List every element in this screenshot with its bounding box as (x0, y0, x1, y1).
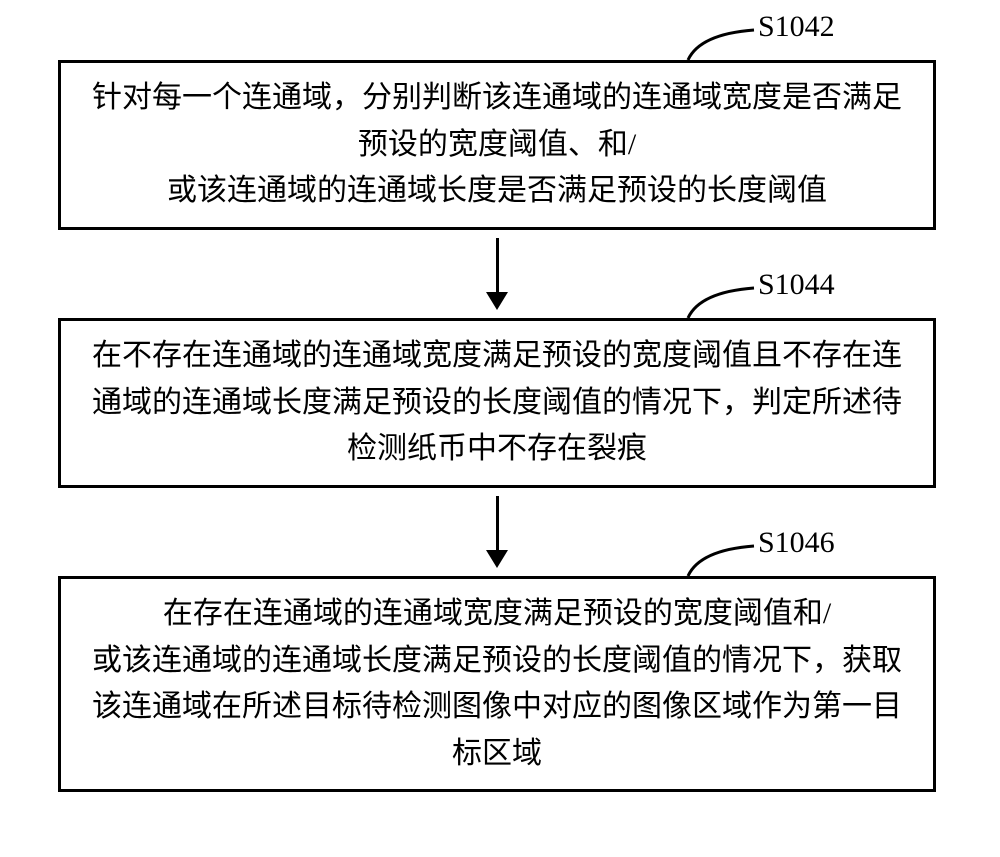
arrow-line (496, 238, 499, 292)
step-label-s1042: S1042 (758, 10, 835, 44)
flow-step-text: 针对每一个连通域，分别判断该连通域的连通域宽度是否满足 预设的宽度阈值、和/ 或… (89, 75, 905, 215)
step-label-s1046: S1046 (758, 526, 835, 560)
step-label-s1044: S1044 (758, 268, 835, 302)
flow-step-text: 在不存在连通域的连通域宽度满足预设的宽度阈值且不存在连 通域的连通域长度满足预设… (89, 333, 905, 473)
arrow-head-icon (486, 292, 508, 310)
flowchart-stage: 针对每一个连通域，分别判断该连通域的连通域宽度是否满足 预设的宽度阈值、和/ 或… (0, 0, 1000, 857)
flow-step-text: 在存在连通域的连通域宽度满足预设的宽度阈值和/ 或该连通域的连通域长度满足预设的… (89, 591, 905, 777)
flow-step-s1042: 针对每一个连通域，分别判断该连通域的连通域宽度是否满足 预设的宽度阈值、和/ 或… (58, 60, 936, 230)
arrow-head-icon (486, 550, 508, 568)
flow-step-s1044: 在不存在连通域的连通域宽度满足预设的宽度阈值且不存在连 通域的连通域长度满足预设… (58, 318, 936, 488)
arrow-line (496, 496, 499, 550)
flow-step-s1046: 在存在连通域的连通域宽度满足预设的宽度阈值和/ 或该连通域的连通域长度满足预设的… (58, 576, 936, 792)
